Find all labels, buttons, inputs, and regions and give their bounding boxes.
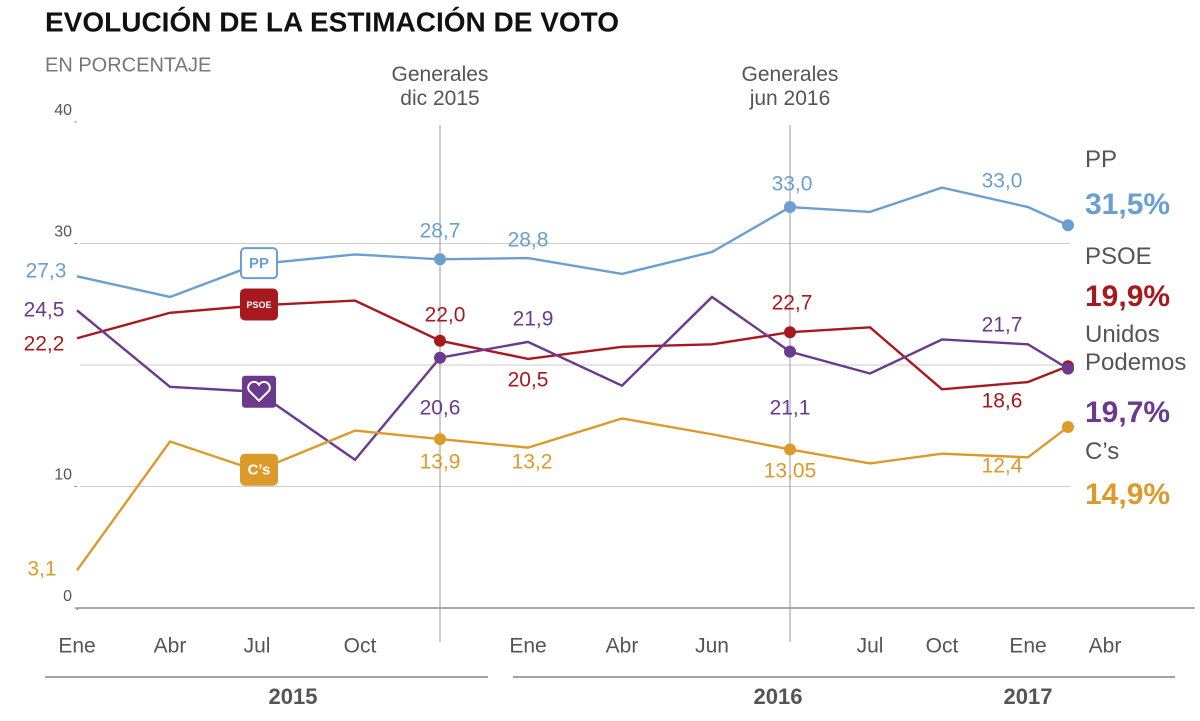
logo (242, 375, 276, 408)
point (1062, 420, 1074, 433)
logo-heart (247, 380, 271, 403)
point (784, 443, 796, 456)
point (434, 253, 446, 266)
series-line (76, 299, 1069, 391)
point (434, 334, 446, 347)
x-tick-label: Jul (244, 635, 271, 658)
x-tick-label: Ene (1009, 635, 1046, 658)
value-label: 13,2 (512, 451, 553, 474)
point (784, 201, 796, 214)
legend-name: Unidos Podemos (1085, 321, 1187, 376)
chart-subtitle: EN PORCENTAJE (45, 54, 211, 76)
logo-text: PSOE (246, 300, 271, 310)
final-value: 19,9% (1085, 280, 1171, 313)
x-tick-label: Oct (344, 635, 377, 658)
x-tick-label: Jul (857, 635, 884, 658)
point (1062, 219, 1074, 232)
year-label: 2017 (1004, 684, 1053, 709)
point (434, 433, 446, 446)
x-tick-label: Ene (509, 635, 546, 658)
value-label: 20,6 (420, 397, 461, 420)
series-line (76, 417, 1069, 572)
logo-text: C’s (248, 462, 271, 479)
y-tick-label: 0 (63, 588, 72, 605)
value-label: 22,7 (772, 292, 813, 315)
final-value: 19,7% (1085, 396, 1171, 429)
value-label: 13,9 (420, 451, 461, 474)
value-label: 22,2 (24, 333, 65, 356)
y-tick-label: 40 (54, 102, 72, 119)
value-label: 24,5 (24, 299, 65, 322)
x-tick-label: Jun (695, 635, 729, 658)
value-label: 22,0 (425, 304, 466, 327)
value-label: 28,7 (420, 220, 461, 243)
x-tick-label: Ene (58, 635, 95, 658)
y-tick-label: 30 (54, 224, 72, 241)
value-label: 3,1 (27, 558, 56, 581)
final-value: 31,5% (1085, 188, 1171, 221)
logo (240, 453, 278, 486)
logo (240, 247, 278, 280)
legend-name: PP (1085, 146, 1118, 173)
year-label: 2015 (269, 684, 318, 709)
point (434, 351, 446, 364)
series-line (76, 186, 1069, 299)
value-label: 21,7 (982, 314, 1023, 337)
value-label: 33,0 (772, 173, 813, 196)
value-label: 13,05 (764, 460, 817, 483)
value-label: 20,5 (508, 369, 549, 392)
value-label: 28,8 (508, 229, 549, 252)
value-label: 27,3 (26, 260, 67, 283)
y-tick-label: 10 (54, 467, 72, 484)
x-tick-label: Abr (606, 635, 639, 658)
value-label: 21,9 (513, 308, 554, 331)
year-label: 2016 (754, 684, 803, 709)
value-label: 33,0 (982, 170, 1023, 193)
final-value: 14,9% (1085, 478, 1171, 511)
x-tick-label: Abr (154, 635, 187, 658)
annotation: Generales jun 2016 (741, 63, 839, 111)
legend-name: PSOE (1085, 243, 1152, 270)
annotation: Generales dic 2015 (391, 63, 489, 111)
point (784, 326, 796, 339)
value-label: 12,4 (982, 455, 1023, 478)
logo-text: PP (249, 255, 269, 272)
chart-title: EVOLUCIÓN DE LA ESTIMACIÓN DE VOTO (45, 6, 619, 37)
x-tick-label: Abr (1089, 635, 1122, 658)
logo (240, 288, 278, 321)
legend-name: C’s (1085, 438, 1120, 465)
value-label: 18,6 (982, 390, 1023, 413)
series-line (76, 295, 1069, 462)
point (784, 345, 796, 358)
value-label: 21,1 (770, 397, 811, 420)
x-tick-label: Oct (926, 635, 959, 658)
point (1062, 362, 1074, 375)
